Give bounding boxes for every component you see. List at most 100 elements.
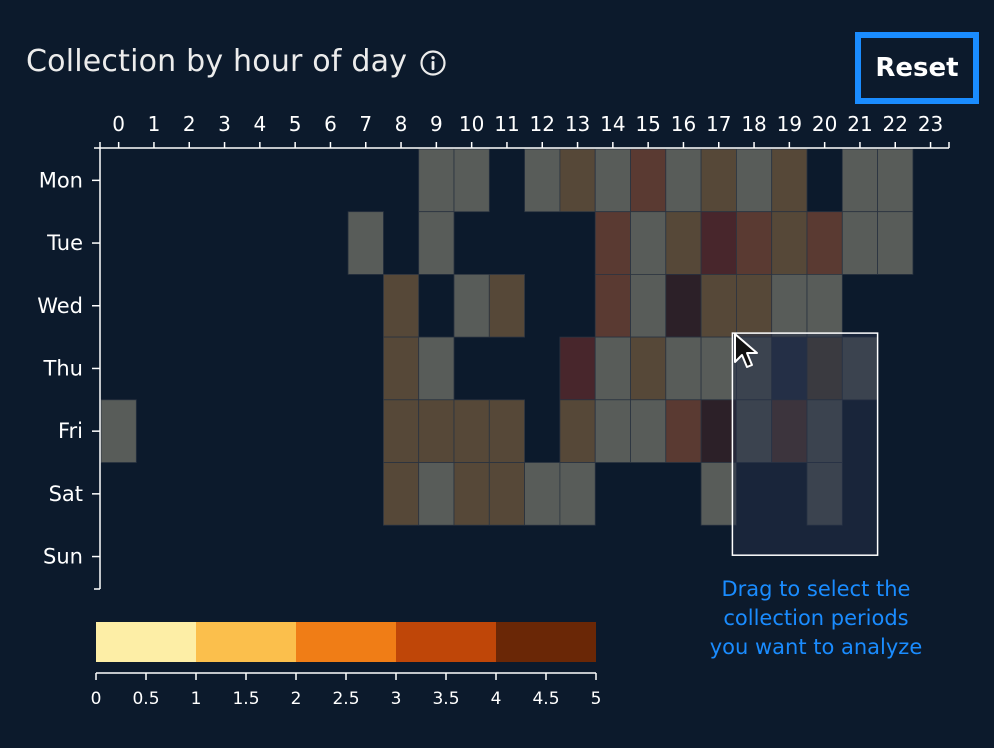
x-tick-label-17: 17	[706, 112, 731, 136]
heatmap-cell-thu-17	[700, 336, 737, 401]
heatmap-cell-wed-19	[771, 273, 808, 338]
heatmap-cell-tue-7	[347, 211, 384, 275]
heatmap-cell-mon-22	[877, 148, 914, 213]
drag-hint-line-3: you want to analyze	[709, 635, 923, 659]
heatmap-cell-thu-14	[594, 336, 631, 401]
legend-tick-label-2: 2	[291, 689, 302, 709]
heatmap-cell-tue-19	[771, 211, 808, 275]
heatmap-cell-sat-9	[418, 462, 455, 526]
heatmap-cell-mon-12	[524, 148, 561, 213]
x-tick-label-18: 18	[741, 112, 766, 136]
drag-hint-line-2: collection periods	[723, 606, 909, 630]
heatmap-cell-tue-21	[841, 211, 878, 275]
heatmap-cell-tue-9	[418, 211, 455, 275]
heatmap-cell-sat-11	[488, 462, 525, 526]
heatmap-cell-sat-17	[700, 462, 737, 526]
x-tick-label-3: 3	[218, 112, 231, 136]
heatmap-cell-fri-9	[418, 399, 455, 463]
y-tick-label-mon: Mon	[39, 168, 83, 192]
y-tick-label-tue: Tue	[46, 231, 83, 255]
heatmap-cell-fri-17	[700, 399, 737, 463]
heatmap-cell-fri-15	[630, 399, 667, 463]
chart-header: Collection by hour of day	[26, 44, 447, 79]
heatmap-cell-fri-0	[100, 399, 137, 463]
heatmap-cell-mon-21	[841, 148, 878, 213]
heatmap-cell-thu-9	[418, 336, 455, 401]
heatmap-cell-sat-12	[524, 462, 561, 526]
x-tick-label-15: 15	[635, 112, 660, 136]
chart-title: Collection by hour of day	[26, 44, 408, 79]
heatmap-cell-tue-15	[630, 211, 667, 275]
x-tick-label-19: 19	[777, 112, 802, 136]
heatmap-cell-fri-16	[665, 399, 702, 463]
x-tick-label-10: 10	[459, 112, 484, 136]
heatmap-cell-mon-19	[771, 148, 808, 213]
y-tick-label-wed: Wed	[37, 294, 83, 318]
heatmap-cell-mon-17	[700, 148, 737, 213]
heatmap-cell-sat-13	[559, 462, 596, 526]
x-tick-label-7: 7	[359, 112, 372, 136]
x-tick-label-11: 11	[494, 112, 519, 136]
legend-tick-label-0: 0	[91, 689, 102, 709]
heatmap-cell-mon-13	[559, 148, 596, 213]
heatmap-cell-thu-15	[630, 336, 667, 401]
heatmap-cell-thu-13	[559, 336, 596, 401]
heatmap-axes: 0 1 2 3 4 5 6 7 8 9 10 11 12 13 14 15 16 17 18 19 20 21 22 23Mo…	[37, 112, 950, 590]
drag-hint-line-1: Drag to select the	[721, 577, 911, 601]
x-tick-label-0: 0	[112, 112, 125, 136]
x-tick-label-16: 16	[671, 112, 696, 136]
heatmap-cell-sat-10	[453, 462, 490, 526]
legend-tick-label-1: 1	[191, 689, 202, 709]
x-tick-label-23: 23	[918, 112, 943, 136]
x-tick-label-5: 5	[289, 112, 302, 136]
heatmap-cell-wed-14	[594, 273, 631, 338]
info-icon[interactable]	[419, 49, 447, 77]
heatmap-cell-tue-14	[594, 211, 631, 275]
mouse-pointer-icon	[734, 333, 758, 368]
legend-tick-label-4.5: 4.5	[532, 689, 559, 709]
reset-button[interactable]: Reset	[855, 32, 979, 104]
heatmap-cell-tue-18	[736, 211, 773, 275]
heatmap-cell-tue-20	[806, 211, 843, 275]
x-tick-label-13: 13	[565, 112, 590, 136]
selection-overlay-layer	[731, 332, 879, 556]
legend-swatch-1	[196, 622, 296, 662]
x-tick-label-2: 2	[183, 112, 196, 136]
x-tick-label-9: 9	[430, 112, 443, 136]
heatmap-cell-fri-8	[382, 399, 420, 463]
heatmap-cell-tue-17	[700, 211, 737, 275]
legend-tick-label-3.5: 3.5	[432, 689, 459, 709]
heatmap-cell-fri-10	[453, 399, 490, 463]
heatmap-cell-wed-20	[806, 273, 843, 338]
x-tick-label-6: 6	[324, 112, 337, 136]
heatmap-cell-wed-15	[630, 273, 667, 338]
drag-hint: Drag to select the collection periods yo…	[690, 575, 942, 662]
heatmap-cell-mon-9	[418, 148, 455, 213]
y-tick-label-sat: Sat	[49, 482, 83, 506]
x-tick-label-4: 4	[253, 112, 266, 136]
heatmap-cell-mon-10	[453, 148, 490, 213]
heatmap-cell-thu-8	[382, 336, 420, 401]
heatmap-cell-mon-15	[630, 148, 667, 213]
heatmap-cell-fri-14	[594, 399, 631, 463]
heatmap-cell-mon-14	[594, 148, 631, 213]
y-tick-label-fri: Fri	[58, 419, 83, 443]
heatmap-cell-mon-16	[665, 148, 702, 213]
legend-swatch-4	[496, 622, 596, 662]
legend-swatch-2	[296, 622, 396, 662]
y-tick-label-sun: Sun	[43, 545, 83, 569]
heatmap-cell-wed-11	[488, 273, 525, 338]
legend-tick-label-2.5: 2.5	[332, 689, 359, 709]
color-legend: 0 0.5 1 1.5 2 2.5 3 3.5 4 4.5 5	[91, 622, 601, 709]
heatmap-cell-wed-18	[736, 273, 773, 338]
heatmap-cell-fri-13	[559, 399, 596, 463]
heatmap-cell-wed-16	[665, 273, 702, 338]
y-tick-label-thu: Thu	[43, 356, 83, 380]
x-tick-label-21: 21	[847, 112, 872, 136]
x-tick-label-1: 1	[148, 112, 161, 136]
heatmap-cell-sat-8	[382, 462, 420, 526]
legend-swatch-3	[396, 622, 496, 662]
heatmap-cell-wed-8	[382, 273, 420, 338]
heatmap-cell-tue-22	[877, 211, 914, 275]
